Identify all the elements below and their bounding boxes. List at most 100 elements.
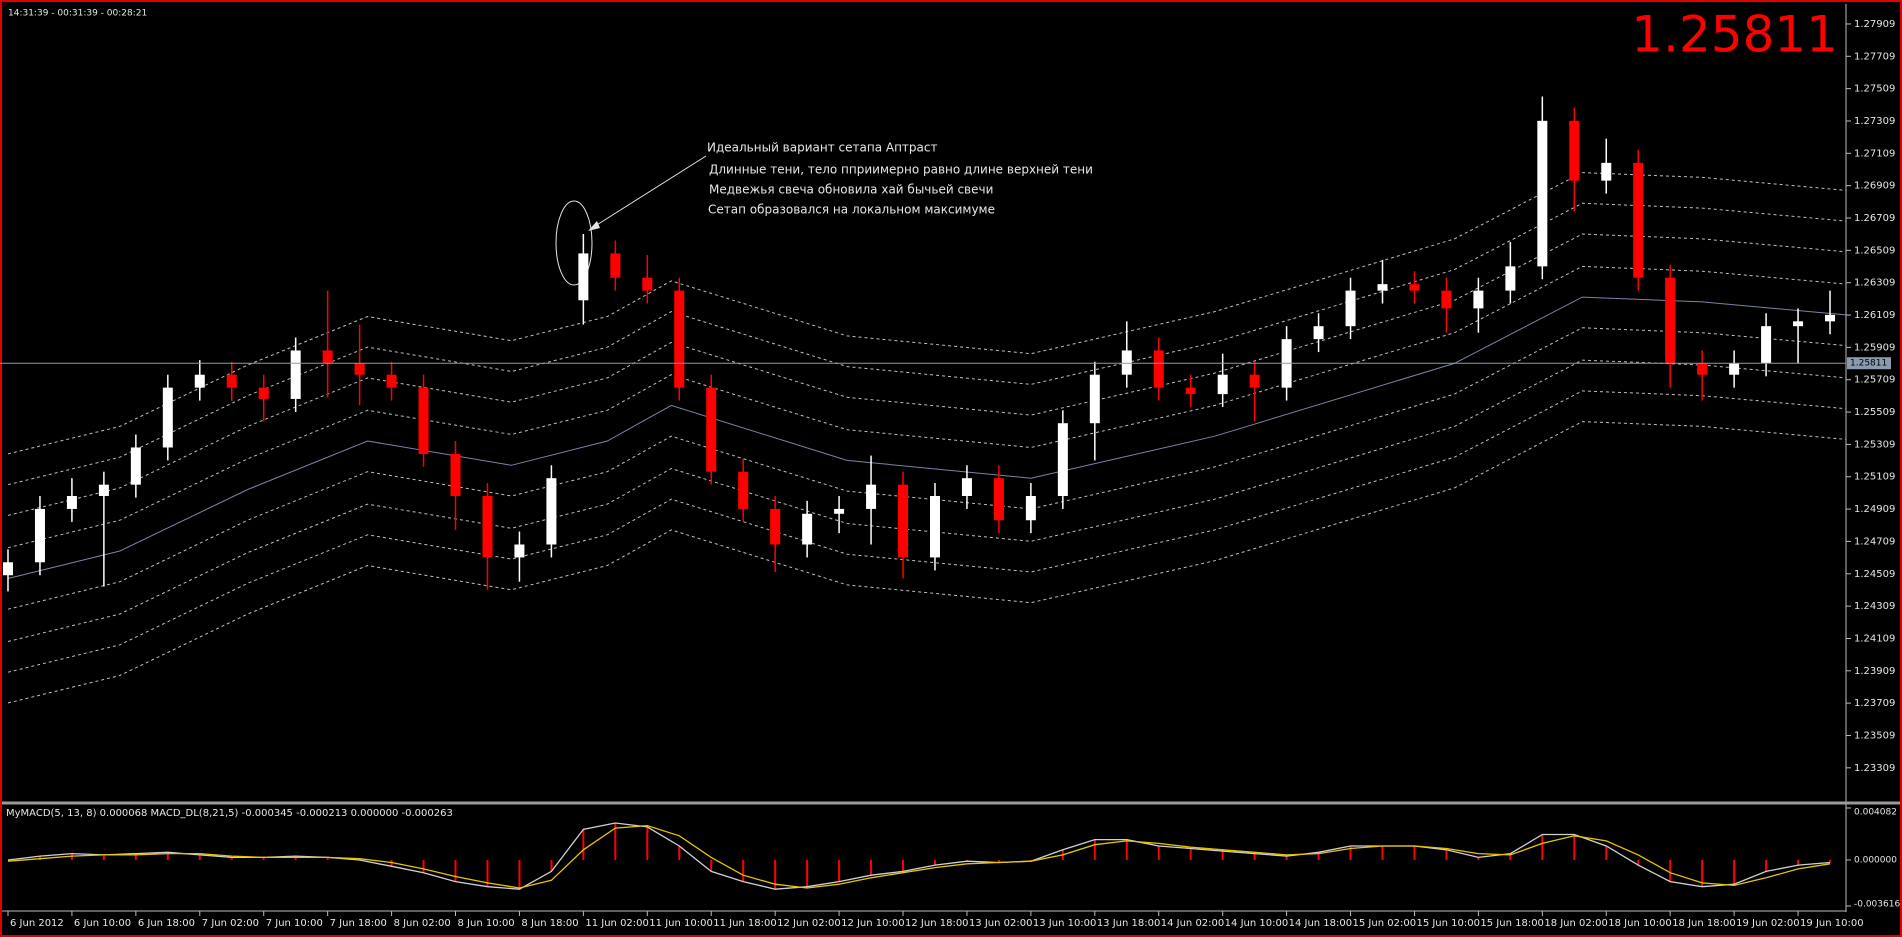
candle-body: [866, 484, 877, 509]
x-tick-label: 15 Jun 18:00: [1480, 918, 1544, 929]
candle-body: [290, 350, 301, 399]
candle-body: [1185, 387, 1196, 395]
y-tick-label: 1.27509: [1854, 84, 1895, 95]
candle-body: [98, 484, 109, 496]
x-tick-label: 11 Jun 18:00: [713, 918, 777, 929]
candle-body: [610, 253, 621, 278]
envelope-band: [7, 327, 1847, 610]
candle-body: [226, 374, 237, 388]
y-tick-label: 1.24109: [1854, 633, 1895, 644]
candle-body: [706, 387, 717, 472]
arrow-head: [588, 221, 600, 231]
candle-body: [802, 513, 813, 545]
y-tick-label: 1.25309: [1854, 439, 1895, 450]
envelope-band: [7, 421, 1847, 704]
candle-body: [1537, 120, 1548, 267]
candle-body: [1569, 120, 1580, 181]
big-price: 1.25811: [1631, 6, 1838, 64]
candle-body: [322, 350, 333, 364]
candle-body: [1441, 290, 1452, 309]
candle-body: [1153, 350, 1164, 388]
candle-body: [1793, 321, 1804, 327]
annotation: Медвежья свеча обновила хай бычьей свечи: [709, 183, 993, 197]
candle-body: [194, 374, 205, 388]
candle-body: [1505, 266, 1516, 291]
candle-body: [961, 478, 972, 496]
candle-body: [1057, 423, 1068, 496]
y-tick-label: 1.26109: [1854, 310, 1895, 321]
x-tick-label: 14 Jun 18:00: [1289, 918, 1353, 929]
x-tick-label: 13 Jun 02:00: [969, 918, 1033, 929]
envelope-band: [7, 202, 1847, 486]
x-tick-label: 18 Jun 18:00: [1672, 918, 1736, 929]
x-tick-label: 14 Jun 02:00: [1161, 918, 1225, 929]
y-tick-label: 1.25509: [1854, 407, 1895, 418]
envelope-band: [7, 172, 1847, 455]
x-tick-label: 8 Jun 18:00: [521, 918, 578, 929]
highlight-ellipse: [555, 200, 593, 286]
y-tick-label: 1.23709: [1854, 698, 1895, 709]
envelope-band: [7, 233, 1847, 516]
candle-body: [1345, 290, 1356, 327]
macd-y-tick-label: 0.004082: [1854, 808, 1897, 818]
candle-body: [578, 253, 589, 301]
y-tick-label: 1.27109: [1854, 148, 1895, 159]
x-tick-label: 12 Jun 18:00: [905, 918, 969, 929]
x-tick-label: 12 Jun 02:00: [777, 918, 841, 929]
candle-body: [514, 544, 525, 558]
candle-body: [1633, 162, 1644, 278]
candle-body: [674, 290, 685, 388]
x-tick-label: 12 Jun 10:00: [841, 918, 905, 929]
y-tick-label: 1.25109: [1854, 472, 1895, 483]
macd-y-tick-label: 0.000000: [1854, 855, 1897, 865]
candle-body: [738, 471, 749, 509]
y-tick-label: 1.27909: [1854, 19, 1895, 30]
x-tick-label: 8 Jun 10:00: [458, 918, 515, 929]
y-tick-label: 1.25909: [1854, 342, 1895, 353]
envelope-band: [7, 390, 1847, 673]
candle-body: [450, 453, 461, 496]
candle-body: [1377, 284, 1388, 291]
macd-y-tick-label: -0.003616: [1854, 900, 1900, 910]
y-tick-label: 1.24709: [1854, 536, 1895, 547]
current-price-label: 1.25811: [1850, 359, 1887, 369]
y-tick-label: 1.24509: [1854, 569, 1895, 580]
x-tick-label: 8 Jun 02:00: [394, 918, 451, 929]
envelope-band: [7, 359, 1847, 642]
candle-body: [1217, 374, 1228, 395]
candle-body: [354, 363, 365, 375]
x-tick-label: 15 Jun 10:00: [1416, 918, 1480, 929]
candle-body: [1697, 363, 1708, 375]
candle-body: [834, 508, 845, 514]
candle-body: [1409, 284, 1420, 291]
candle-body: [1473, 290, 1484, 309]
x-tick-label: 18 Jun 10:00: [1608, 918, 1672, 929]
y-tick-label: 1.23509: [1854, 730, 1895, 741]
candle-body: [1025, 495, 1036, 521]
current-price-box: [1847, 357, 1891, 370]
y-tick-label: 1.26909: [1854, 181, 1895, 192]
candle-body: [1601, 162, 1612, 181]
x-tick-label: 14 Jun 10:00: [1225, 918, 1289, 929]
x-tick-label: 6 Jun 10:00: [74, 918, 131, 929]
x-tick-label: 18 Jun 02:00: [1544, 918, 1608, 929]
candle-body: [929, 495, 940, 558]
y-tick-label: 1.27709: [1854, 51, 1895, 62]
moving-average: [7, 296, 1847, 579]
candle-body: [546, 478, 557, 545]
macd-line: [7, 824, 1831, 889]
candle-body: [1313, 326, 1324, 340]
candle-body: [130, 447, 141, 485]
candle-body: [1761, 326, 1772, 364]
candle-body: [1729, 363, 1740, 375]
candle-body: [386, 374, 397, 388]
x-tick-label: 7 Jun 18:00: [330, 918, 387, 929]
x-tick-label: 11 Jun 02:00: [585, 918, 649, 929]
candle-body: [34, 508, 45, 563]
macd-label: MyMACD(5, 13, 8) 0.000068 MACD_DL(8,21,5…: [6, 808, 453, 819]
candle-body: [482, 495, 493, 558]
candle-body: [642, 277, 653, 291]
